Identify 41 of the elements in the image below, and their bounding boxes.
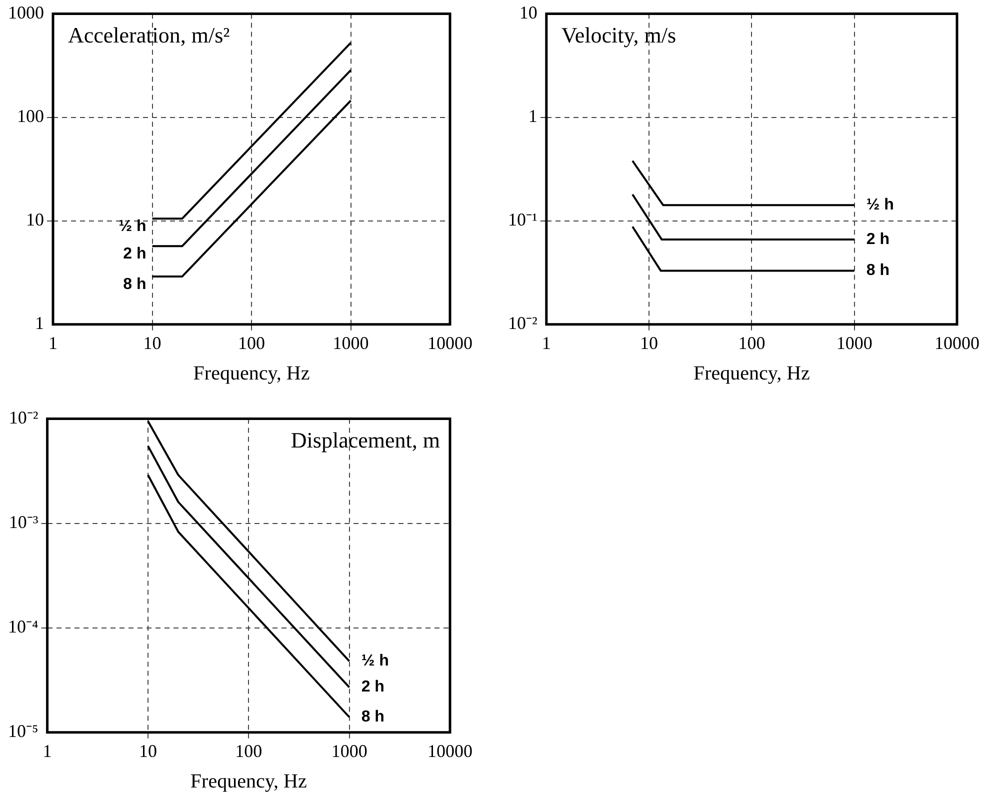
series-label: ½ h	[866, 196, 894, 214]
chart-title: Acceleration, m/s²	[68, 22, 230, 48]
x-tick-label: 1000	[332, 332, 369, 353]
y-tick-label: 10	[26, 210, 44, 230]
series-label: 8 h	[866, 262, 890, 280]
series-label: ½ h	[361, 652, 389, 670]
x-tick-label: 100	[238, 332, 265, 353]
y-tick-label: 10⁻⁵	[8, 721, 38, 742]
y-tick-label: 10⁻²	[508, 313, 538, 334]
x-tick-label: 100	[738, 332, 766, 353]
series-label: 2 h	[123, 246, 146, 263]
series-label: ½ h	[118, 218, 146, 236]
x-tick-label: 10000	[934, 332, 980, 353]
chart-title: Velocity, m/s	[561, 22, 676, 48]
chart-title: Displacement, m	[290, 428, 440, 453]
x-tick-label: 1	[542, 332, 551, 353]
series-label: 2 h	[866, 230, 890, 248]
x-tick-label: 10	[143, 332, 162, 353]
y-tick-label: 10⁻²	[8, 408, 38, 428]
x-tick-label: 10000	[428, 332, 472, 353]
y-tick-label: 10	[519, 2, 538, 23]
x-tick-label: 1000	[331, 740, 368, 761]
y-tick-label: 10⁻¹	[508, 210, 538, 230]
y-tick-label: 10⁻³	[8, 512, 39, 532]
y-tick-label: 1	[528, 106, 538, 126]
x-tick-label: 10000	[428, 740, 472, 761]
x-tick-label: 1	[48, 332, 58, 353]
y-tick-label: 10⁻⁴	[8, 616, 38, 637]
series-label: 2 h	[361, 678, 384, 696]
y-tick-label: 100	[17, 106, 44, 126]
y-tick-label: 1000	[8, 2, 44, 23]
x-tick-label: 10	[640, 332, 658, 353]
x-axis-title: Frequency, Hz	[693, 362, 810, 384]
series-label: 8 h	[361, 708, 384, 726]
x-axis-title: Frequency, Hz	[190, 770, 307, 792]
y-tick-label: 1	[35, 313, 44, 334]
x-tick-label: 10	[138, 740, 157, 761]
x-tick-label: 1000	[836, 332, 872, 353]
series-label: 8 h	[123, 276, 146, 293]
x-tick-label: 100	[235, 740, 262, 761]
x-axis-title: Frequency, Hz	[193, 362, 310, 384]
